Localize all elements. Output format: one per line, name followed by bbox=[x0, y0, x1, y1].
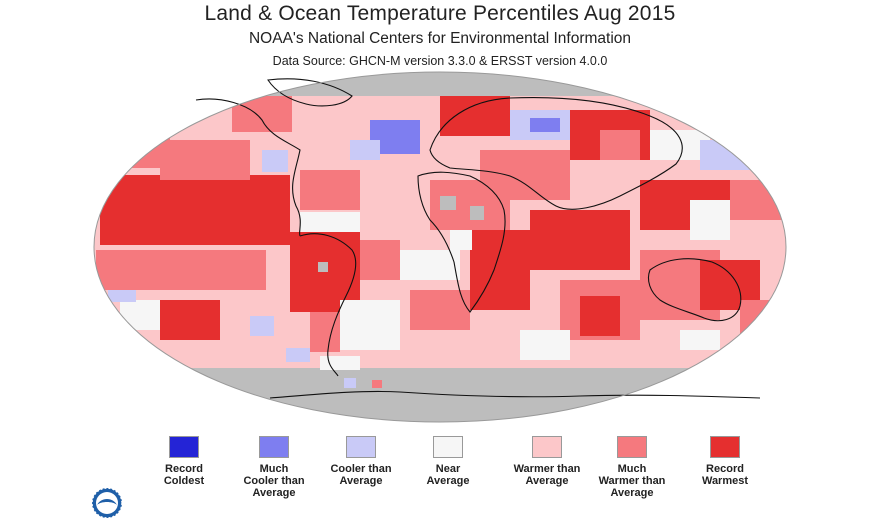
south-america-no-data-cell bbox=[318, 262, 328, 272]
north-america-cooler-patch bbox=[262, 150, 288, 172]
southern-ocean-near-average bbox=[680, 330, 720, 350]
legend-swatch-record-coldest bbox=[169, 436, 199, 458]
east-asia-much-warmer-patch bbox=[600, 130, 640, 160]
weddell-warm-cell bbox=[372, 380, 382, 388]
legend-swatch-near-average bbox=[433, 436, 463, 458]
bering-cooler-region bbox=[700, 140, 760, 170]
legend-label-much-cooler: Much Cooler than Average bbox=[243, 463, 305, 499]
coastlines bbox=[195, 78, 761, 399]
central-africa-near-average bbox=[450, 230, 472, 250]
noaa-logo-icon bbox=[91, 487, 123, 519]
south-america-coast bbox=[299, 233, 357, 377]
map-title: Land & Ocean Temperature Percentiles Aug… bbox=[204, 2, 676, 25]
south-indian-near-average bbox=[520, 330, 570, 360]
legend-swatch-much-cooler bbox=[259, 436, 289, 458]
north-america-coast bbox=[195, 98, 301, 237]
drake-passage-cooler-cell bbox=[344, 378, 356, 388]
australia-coast bbox=[647, 258, 742, 322]
north-pacific-much-warmer-region bbox=[100, 112, 170, 168]
pacific-cooler-patch bbox=[108, 290, 136, 302]
legend-item-record-warmest: Record Warmest bbox=[675, 436, 775, 487]
legend-swatch-warmer bbox=[532, 436, 562, 458]
greenland-coast bbox=[267, 78, 353, 107]
map-cells bbox=[94, 72, 786, 422]
south-atlantic-warm-band bbox=[410, 290, 470, 330]
antarctica-coast bbox=[269, 390, 761, 399]
north-america-warm-region bbox=[232, 96, 292, 132]
legend-swatch-much-warmer bbox=[617, 436, 647, 458]
north-pacific-warm-band bbox=[160, 140, 250, 180]
southern-south-america-warm-region bbox=[310, 312, 340, 352]
legend-label-cooler: Cooler than Average bbox=[330, 463, 392, 487]
legend-swatch-record-warmest bbox=[710, 436, 740, 458]
indian-ocean-record-warm-region bbox=[530, 210, 630, 270]
data-source-note: Data Source: GHCN-M version 3.3.0 & ERSS… bbox=[272, 54, 608, 68]
legend-label-near-average: Near Average bbox=[426, 463, 470, 487]
legend-item-near-average: Near Average bbox=[398, 436, 498, 487]
south-atlantic-much-warmer-region bbox=[360, 240, 400, 280]
sahara-no-data-cell bbox=[440, 196, 456, 210]
arctic-no-data-region bbox=[94, 72, 786, 96]
north-atlantic-much-warmer-region bbox=[300, 170, 360, 210]
legend-item-warmer: Warmer than Average bbox=[497, 436, 597, 487]
south-atlantic-near-average-patch bbox=[340, 300, 400, 350]
west-pacific-near-average bbox=[690, 200, 730, 240]
legend-item-record-coldest: Record Coldest bbox=[134, 436, 234, 487]
legend-item-much-warmer: Much Warmer than Average bbox=[582, 436, 682, 499]
world-percentile-map bbox=[93, 71, 787, 423]
legend-item-much-cooler: Much Cooler than Average bbox=[224, 436, 324, 499]
pacific-cooler-patch-2 bbox=[250, 316, 274, 336]
south-pacific-record-warm-region bbox=[160, 300, 220, 340]
sahel-no-data-cell bbox=[470, 206, 484, 220]
map-border bbox=[93, 71, 787, 423]
legend-label-warmer: Warmer than Average bbox=[513, 463, 581, 487]
legend-swatch-cooler bbox=[346, 436, 376, 458]
legend-label-record-warmest: Record Warmest bbox=[701, 463, 749, 487]
tasman-warm-region bbox=[740, 300, 780, 340]
legend-label-much-warmer: Much Warmer than Average bbox=[598, 463, 666, 499]
caribbean-near-average-patch bbox=[300, 212, 360, 232]
tropical-pacific-much-warmer-region bbox=[96, 250, 266, 290]
europe-record-warm-region bbox=[440, 96, 510, 136]
africa-coast bbox=[417, 171, 506, 313]
north-pacific-record-warm-region bbox=[100, 175, 290, 245]
southern-pacific-cooler-patch bbox=[286, 348, 310, 362]
eurasia-coast bbox=[429, 96, 683, 210]
antarctic-no-data-region bbox=[94, 368, 786, 422]
south-indian-record-warm-cell bbox=[580, 296, 620, 336]
middle-east-much-warmer-region bbox=[480, 150, 570, 200]
central-pacific-warm-east bbox=[730, 180, 786, 220]
legend-label-record-coldest: Record Coldest bbox=[163, 463, 205, 487]
north-atlantic-cooler-edge bbox=[350, 140, 380, 160]
map-subtitle: NOAA's National Centers for Environmenta… bbox=[248, 30, 631, 47]
siberia-much-cooler-cell bbox=[530, 118, 560, 132]
legend-item-cooler: Cooler than Average bbox=[311, 436, 411, 487]
drake-passage-near-average bbox=[320, 356, 360, 370]
tropical-atlantic-near-average bbox=[400, 250, 460, 280]
